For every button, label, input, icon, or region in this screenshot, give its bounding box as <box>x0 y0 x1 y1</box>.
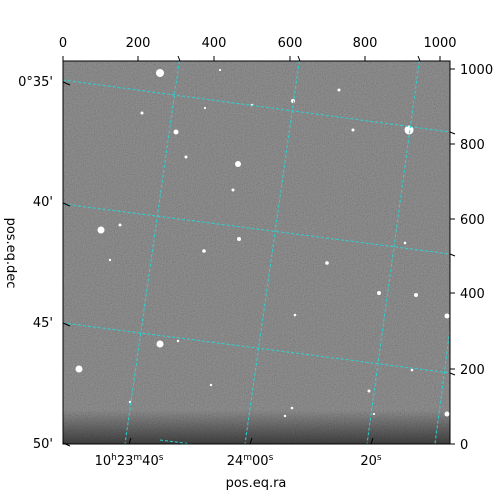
stars <box>75 68 450 418</box>
star <box>403 241 407 245</box>
star <box>108 258 112 262</box>
tick-mark <box>449 253 456 257</box>
star <box>291 99 295 103</box>
star <box>202 249 206 253</box>
grid-line <box>244 61 300 444</box>
tick-mark <box>62 81 71 86</box>
top-tick-label: 800 <box>353 36 378 51</box>
ra-tick-label: 24m00s <box>227 453 274 469</box>
grid-line <box>434 324 450 444</box>
dec-axis: 0°35' 40' 45' 50' <box>18 75 53 452</box>
star <box>156 340 164 348</box>
tick-mark <box>128 437 132 445</box>
star <box>176 339 180 343</box>
right-tick-label: 200 <box>460 363 485 378</box>
tick-mark <box>449 131 456 135</box>
grid-line <box>63 79 450 133</box>
tick-marks <box>62 55 456 447</box>
dec-tick-label: 0°35' <box>18 75 53 90</box>
tick-mark <box>417 55 421 62</box>
right-pixel-axis: 0 200 400 600 800 1000 <box>460 63 493 453</box>
star <box>235 161 241 167</box>
sky-image <box>63 61 450 444</box>
grid-line <box>124 61 180 444</box>
grid-line <box>159 439 197 444</box>
tick-mark <box>297 55 301 62</box>
right-tick-label: 600 <box>460 213 485 228</box>
star <box>75 365 83 373</box>
ra-tick-label: 20s <box>360 453 382 469</box>
star <box>351 128 355 132</box>
star <box>444 411 450 417</box>
star <box>173 129 179 135</box>
grid-line <box>63 322 450 374</box>
star <box>290 406 294 410</box>
coordinate-grid <box>63 61 450 444</box>
star <box>404 125 414 135</box>
star <box>184 155 188 159</box>
tick-mark <box>249 437 253 445</box>
star <box>444 313 450 319</box>
star <box>237 237 241 241</box>
top-tick-label: 400 <box>202 36 227 51</box>
star <box>209 383 213 387</box>
x-axis-title: pos.eq.ra <box>226 476 287 491</box>
star <box>231 188 235 192</box>
tick-mark <box>62 202 71 207</box>
star <box>156 69 164 77</box>
star <box>140 111 144 115</box>
tick-mark <box>370 437 374 445</box>
top-pixel-axis: 0 200 400 600 800 1000 <box>59 36 457 51</box>
ra-tick-label: 10h23m40s <box>95 453 164 469</box>
dec-tick-label: 45' <box>33 316 53 331</box>
tick-mark <box>449 372 456 376</box>
grid-line <box>366 61 420 444</box>
ra-axis: 10h23m40s 24m00s 20s <box>95 453 382 469</box>
star <box>293 313 297 317</box>
dec-tick-label: 50' <box>33 437 53 452</box>
tick-mark <box>177 55 181 62</box>
right-tick-label: 0 <box>460 438 468 453</box>
top-tick-label: 0 <box>59 36 67 51</box>
star <box>218 68 222 72</box>
star <box>377 291 381 295</box>
tick-mark <box>62 322 71 327</box>
star <box>367 389 371 393</box>
dec-tick-label: 40' <box>33 195 53 210</box>
plot-frame <box>62 60 451 445</box>
star <box>414 293 418 297</box>
top-tick-label: 600 <box>278 36 303 51</box>
top-tick-label: 1000 <box>423 36 456 51</box>
tick-mark <box>62 442 71 447</box>
right-tick-label: 400 <box>460 287 485 302</box>
star <box>97 226 105 234</box>
star <box>337 88 341 92</box>
star <box>372 412 376 416</box>
star <box>410 368 414 372</box>
grid-line <box>63 203 450 255</box>
right-tick-label: 1000 <box>460 63 493 78</box>
right-tick-label: 800 <box>460 138 485 153</box>
star <box>118 223 122 227</box>
star <box>325 261 329 265</box>
y-axis-title: pos.eq.dec <box>3 218 18 289</box>
top-tick-label: 200 <box>126 36 151 51</box>
star <box>203 106 207 110</box>
star <box>283 414 287 418</box>
